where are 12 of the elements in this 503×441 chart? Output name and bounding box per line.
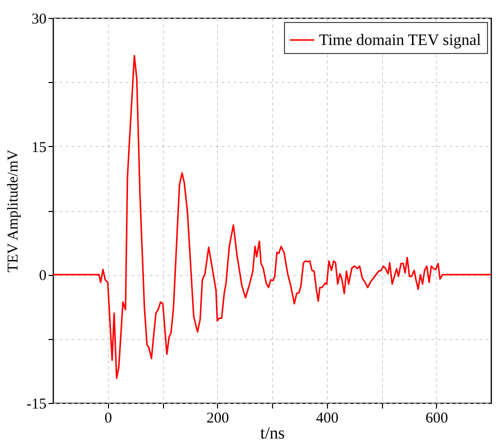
x-axis-title: t/ns (260, 424, 285, 441)
line-series (52, 54, 492, 379)
y-tick-label: 15 (32, 140, 46, 156)
legend-label: Time domain TEV signal (319, 32, 482, 49)
x-tick-label: 200 (206, 410, 229, 426)
x-tick-label: 0 (104, 410, 112, 426)
y-axis-title: TEV Amplitude/mV (6, 150, 22, 272)
y-tick-label: 30 (32, 12, 46, 28)
y-tick-label: 0 (39, 268, 46, 284)
x-tick-label: 600 (426, 410, 448, 426)
x-tick-label: 400 (316, 410, 338, 426)
y-tick-label: -15 (26, 396, 46, 412)
